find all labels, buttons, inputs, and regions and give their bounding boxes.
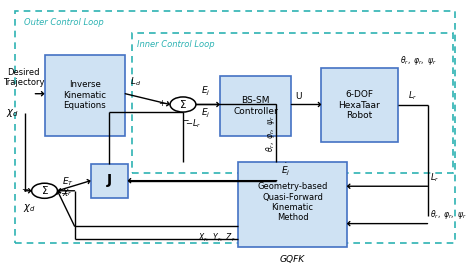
Text: Inverse
Kinematic
Equations: Inverse Kinematic Equations (64, 80, 106, 110)
Text: $\Sigma$: $\Sigma$ (179, 98, 187, 110)
Text: $E_T$: $E_T$ (62, 176, 74, 188)
Text: Desired
Trajectory: Desired Trajectory (3, 68, 45, 87)
Text: GQFK: GQFK (280, 256, 305, 264)
Bar (15, 11, 455, 243)
Text: Outer Control Loop: Outer Control Loop (24, 18, 103, 27)
Circle shape (32, 183, 57, 198)
Text: $E_j$: $E_j$ (201, 85, 210, 98)
Text: $\mathbf{J}$: $\mathbf{J}$ (106, 172, 112, 189)
Bar (91, 164, 128, 198)
Text: $\chi_r$: $\chi_r$ (62, 188, 73, 198)
Text: 6-DOF
HexaTaar
Robot: 6-DOF HexaTaar Robot (338, 90, 380, 120)
Text: $L_d$: $L_d$ (130, 76, 141, 88)
Text: $\Sigma$: $\Sigma$ (41, 184, 48, 196)
Text: $\dot{E}_j$: $\dot{E}_j$ (281, 162, 291, 178)
Bar (220, 76, 292, 136)
Text: $-$: $-$ (181, 114, 190, 123)
Text: +: + (159, 99, 165, 108)
Text: $-$: $-$ (60, 188, 68, 197)
Text: $\chi_d$: $\chi_d$ (6, 107, 19, 119)
Bar (132, 33, 453, 173)
Text: $\theta_r,\ \varphi_r,\ \psi_r$: $\theta_r,\ \varphi_r,\ \psi_r$ (430, 208, 467, 221)
Text: +: + (21, 185, 28, 194)
Text: $\dot{E}_j$: $\dot{E}_j$ (201, 104, 210, 120)
Text: Inner Control Loop: Inner Control Loop (137, 40, 214, 49)
Text: $L_r$: $L_r$ (430, 171, 439, 183)
Bar (321, 68, 398, 142)
Text: U: U (295, 92, 301, 101)
Text: $-L_r$: $-L_r$ (185, 117, 201, 130)
Bar (238, 162, 347, 247)
Bar (45, 55, 125, 136)
Text: $\theta_r,\ \varphi_r,\ \psi_r$: $\theta_r,\ \varphi_r,\ \psi_r$ (264, 115, 277, 152)
Text: Geometry-based
Quasi-Forward
Kinematic
Method: Geometry-based Quasi-Forward Kinematic M… (257, 182, 328, 222)
Circle shape (170, 97, 196, 112)
Text: $X_r,\ Y_r,\ Z_r$: $X_r,\ Y_r,\ Z_r$ (199, 231, 236, 244)
Text: $L_r$: $L_r$ (408, 90, 417, 102)
Text: $\chi_d$: $\chi_d$ (23, 202, 36, 214)
Text: $\theta_r,\ \varphi_r,\ \psi_r$: $\theta_r,\ \varphi_r,\ \psi_r$ (400, 54, 437, 67)
Text: BS-SM
Controller: BS-SM Controller (233, 96, 278, 115)
